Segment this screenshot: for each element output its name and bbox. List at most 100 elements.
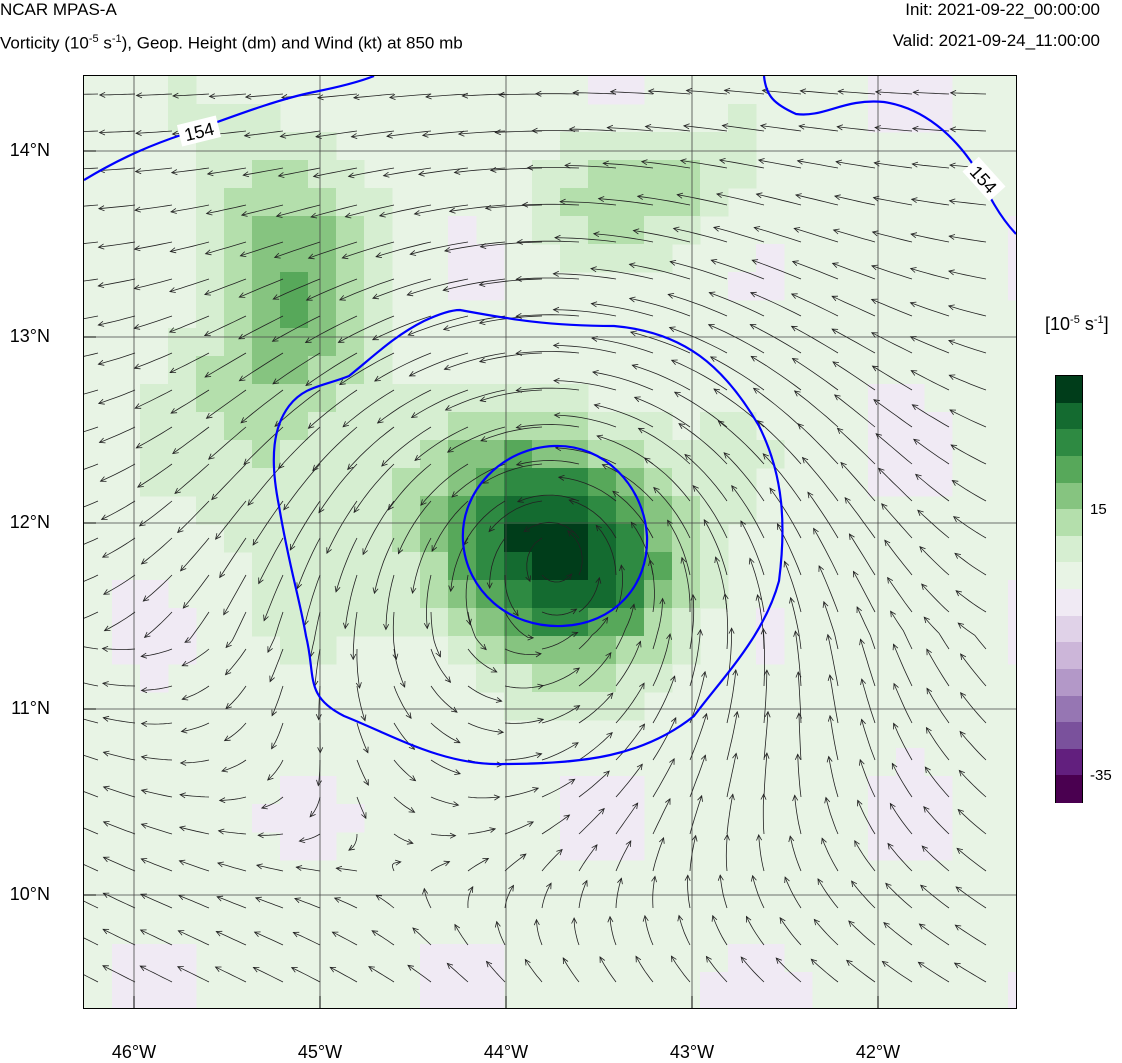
vorticity-cell: [588, 188, 617, 217]
wind-streamline: [431, 686, 457, 712]
init-time: Init: 2021-09-22_00:00:00: [905, 0, 1100, 20]
vorticity-cell: [616, 132, 645, 161]
colorbar-segment: [1056, 696, 1082, 723]
wind-streamline: [924, 617, 949, 649]
wind-streamline: [104, 787, 135, 797]
wind-streamline: [100, 427, 136, 442]
wind-streamline: [103, 683, 135, 686]
vorticity-cell: [168, 440, 197, 469]
vorticity-cell: [644, 440, 673, 469]
wind-streamline: [808, 492, 838, 538]
vorticity-cell: [532, 636, 561, 665]
wind-streamline: [253, 967, 283, 982]
vorticity-cell: [420, 496, 449, 525]
wind-arrowhead: [814, 528, 819, 534]
vorticity-cell: [1008, 580, 1016, 609]
vorticity-cell: [560, 160, 589, 189]
wind-streamline: [104, 857, 136, 871]
vorticity-cell: [336, 188, 365, 217]
wind-streamline: [394, 834, 413, 843]
vorticity-cell: [308, 272, 337, 301]
vorticity-cell: [140, 580, 169, 609]
wind-streamline: [98, 353, 135, 364]
wind-streamline: [795, 795, 801, 834]
wind-streamline: [505, 754, 542, 760]
wind-streamline: [672, 360, 727, 390]
vorticity-cell: [224, 524, 253, 553]
vorticity-cell: [588, 412, 617, 441]
vorticity-cell: [196, 188, 225, 217]
wind-streamline: [369, 967, 394, 982]
wind-streamline: [811, 959, 838, 982]
colorbar-segment: [1056, 722, 1082, 749]
vorticity-cell: [1008, 636, 1016, 665]
wind-streamline: [886, 883, 912, 908]
vorticity-cell: [644, 580, 673, 609]
wind-streamline: [912, 164, 949, 168]
lon-label-45w: 45°W: [298, 1042, 342, 1063]
vorticity-cell: [644, 496, 673, 525]
wind-streamline: [918, 962, 949, 982]
vorticity-cell: [448, 972, 477, 1001]
vorticity-cell: [672, 552, 701, 581]
vorticity-cell: [1008, 972, 1016, 1001]
wind-streamline: [354, 94, 394, 98]
vorticity-cell: [476, 384, 505, 413]
vorticity-cell: [196, 160, 225, 189]
wind-streamline: [384, 168, 431, 176]
wind-streamline: [670, 328, 727, 354]
wind-streamline: [653, 838, 664, 871]
wind-streamline: [849, 534, 875, 575]
colorbar-label-15: 15: [1090, 501, 1107, 518]
vorticity-cell: [476, 244, 505, 273]
vorticity-cell: [532, 216, 561, 245]
vorticity-cell: [392, 384, 421, 413]
vorticity-cell: [868, 440, 897, 469]
wind-streamline: [822, 838, 838, 871]
wind-arrowhead: [793, 359, 799, 364]
vorticity-cell: [756, 608, 785, 637]
vorticity-cell: [1008, 244, 1016, 273]
lon-label-43w: 43°W: [670, 1042, 714, 1063]
wind-streamline: [616, 724, 645, 760]
vorticity-cell: [308, 440, 337, 469]
vorticity-cell: [532, 524, 561, 553]
map-panel[interactable]: 154 154: [84, 76, 1016, 1008]
colorbar-segment: [1056, 376, 1082, 403]
wind-streamline: [393, 862, 401, 871]
vorticity-cell: [868, 776, 897, 805]
wind-streamline: [84, 538, 98, 551]
wind-streamline: [226, 612, 246, 648]
wind-streamline: [753, 876, 764, 908]
wind-streamline: [84, 464, 98, 476]
wind-streamline: [226, 649, 247, 675]
vorticity-cell: [140, 384, 169, 413]
subtitle-text-post: ), Geop. Height (dm) and Wind (kt) at 85…: [122, 34, 463, 53]
wind-streamline: [793, 261, 838, 279]
vorticity-cell: [392, 580, 421, 609]
wind-streamline: [99, 205, 135, 209]
vorticity-cell: [532, 160, 561, 189]
vorticity-cell: [588, 580, 617, 609]
wind-streamline: [882, 504, 912, 538]
vorticity-cell: [700, 1000, 729, 1008]
wind-streamline: [258, 834, 283, 835]
wind-arrowhead: [225, 736, 231, 741]
wind-streamline: [563, 958, 579, 982]
wind-streamline: [99, 390, 135, 403]
wind-streamline: [798, 161, 838, 168]
vorticity-cell: [336, 468, 365, 497]
vorticity-cell: [308, 804, 337, 833]
wind-streamline: [949, 341, 986, 354]
wind-streamline: [537, 920, 543, 945]
vorticity-cell: [224, 328, 253, 357]
wind-arrowhead: [925, 767, 930, 773]
vorticity-cell: [308, 160, 337, 189]
wind-streamline: [645, 916, 653, 945]
vorticity-cell: [728, 272, 757, 301]
vorticity-cell: [476, 608, 505, 637]
wind-streamline: [600, 957, 616, 982]
vorticity-cell: [336, 804, 365, 833]
wind-arrowhead: [751, 356, 757, 361]
plot-title: NCAR MPAS-A: [0, 0, 117, 20]
